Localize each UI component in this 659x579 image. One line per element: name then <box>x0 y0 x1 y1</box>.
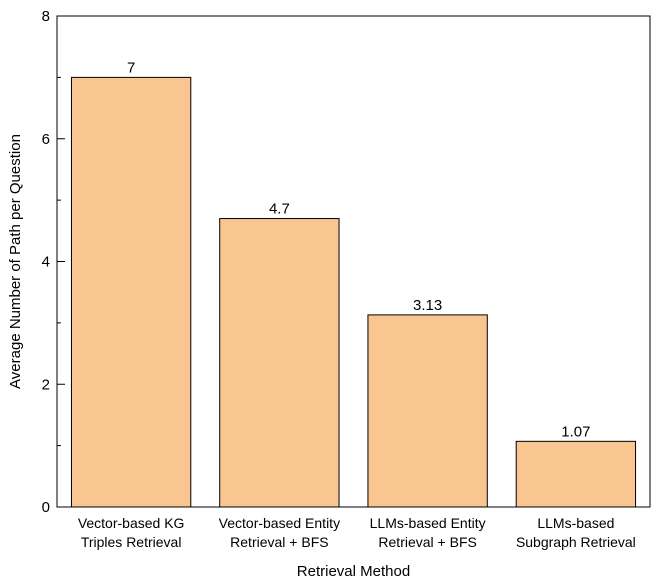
y-axis-ticks: 0 2 4 6 8 <box>42 8 65 516</box>
bar-value-label: 4.7 <box>269 201 290 218</box>
x-tick-label: LLMs-based Entity <box>370 515 486 531</box>
y-tick-label: 2 <box>42 376 50 393</box>
y-axis-label: Average Number of Path per Question <box>7 134 24 389</box>
bars-group <box>70 76 637 508</box>
x-tick-label: Triples Retrieval <box>81 534 182 550</box>
x-tick-label: Retrieval + BFS <box>230 534 328 550</box>
x-tick-label: Retrieval + BFS <box>378 534 476 550</box>
value-labels-group: 7 4.7 3.13 1.07 <box>127 59 591 440</box>
bar <box>367 314 488 508</box>
x-axis-label: Retrieval Method <box>297 563 410 579</box>
y-tick-label: 4 <box>42 254 50 271</box>
y-tick-label: 6 <box>42 131 50 148</box>
y-tick-label: 8 <box>42 8 50 25</box>
bar-value-label: 7 <box>127 59 135 76</box>
bar <box>70 76 192 508</box>
x-tick-label: LLMs-based <box>537 515 614 531</box>
x-tick-label: Vector-based KG <box>78 515 185 531</box>
x-tick-label: Subgraph Retrieval <box>516 534 636 550</box>
x-axis-tick-labels: Vector-based KG Triples Retrieval Vector-b… <box>78 515 636 550</box>
bar-value-label: 3.13 <box>413 297 442 314</box>
bar <box>515 440 637 508</box>
x-tick-label: Vector-based Entity <box>219 515 340 531</box>
y-tick-label: 0 <box>42 499 50 516</box>
bar-value-label: 1.07 <box>561 423 590 440</box>
bar <box>219 218 340 508</box>
